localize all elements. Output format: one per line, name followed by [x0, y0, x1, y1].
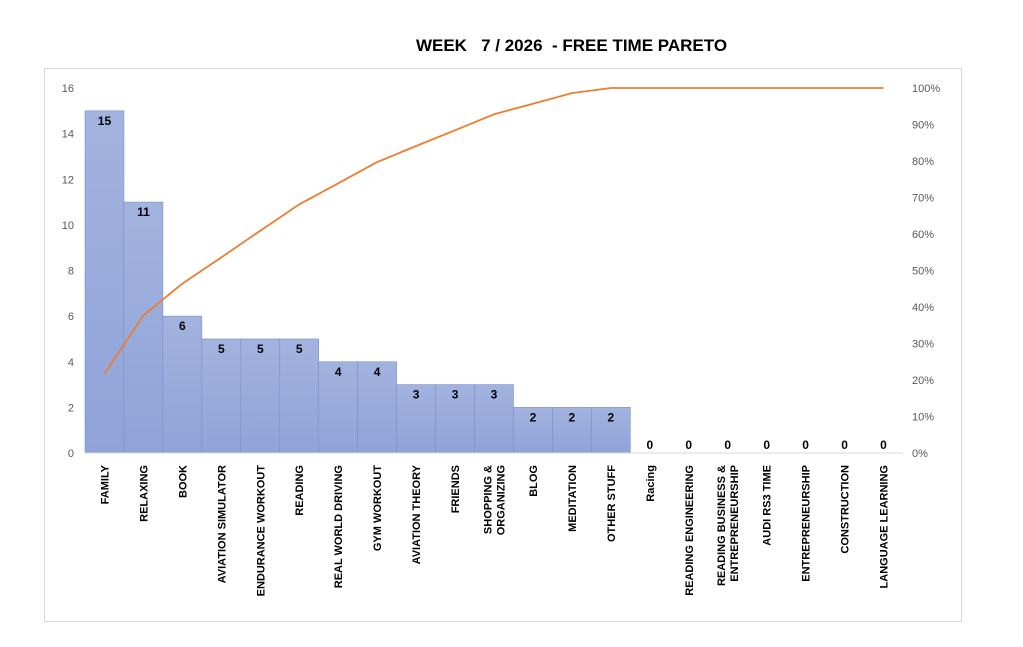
y2-tick-label: 60%	[912, 229, 934, 241]
chart-title: WEEK 7 / 2026 - FREE TIME PARETO	[415, 36, 728, 55]
data-label: 3	[491, 388, 498, 402]
data-label: 4	[374, 365, 381, 379]
bar	[240, 338, 281, 454]
bar	[591, 407, 631, 454]
y-tick-label: 14	[62, 129, 74, 141]
category-label: READING ENGINEERING	[684, 465, 696, 596]
data-label: 0	[802, 438, 809, 452]
y2-tick-label: 0%	[912, 448, 928, 460]
data-label: 5	[218, 342, 225, 356]
data-label: 15	[98, 114, 112, 128]
y-tick-label: 2	[68, 402, 74, 414]
category-label: ENDURANCE WORKOUT	[255, 465, 267, 597]
category-label: LANGUAGE LEARNING	[879, 465, 891, 588]
category-label: CONSTRUCTION	[840, 465, 852, 554]
y2-tick-label: 30%	[912, 339, 934, 351]
y2-tick-label: 100%	[912, 83, 940, 95]
bar	[357, 361, 397, 454]
y2-tick-label: 40%	[912, 302, 934, 314]
y2-tick-label: 80%	[912, 156, 934, 168]
y2-tick-label: 50%	[912, 266, 934, 278]
y2-tick-label: 20%	[912, 375, 934, 387]
y-tick-label: 8	[68, 266, 74, 278]
data-label: 0	[763, 438, 770, 452]
y-tick-label: 0	[68, 448, 74, 460]
y2-tick-label: 90%	[912, 120, 934, 132]
bar	[474, 384, 514, 454]
category-label: ENTREPRENEURSHIP	[801, 465, 813, 582]
bar	[162, 315, 203, 454]
category-label: FAMILY	[99, 464, 111, 504]
data-label: 3	[452, 388, 459, 402]
y-axis-secondary: 0% 10% 20% 30% 40% 50% 60% 70% 80% 90% 100%	[912, 83, 940, 460]
category-label: BLOG	[528, 465, 540, 497]
y2-tick-label: 10%	[912, 412, 934, 424]
chart-frame	[44, 68, 962, 622]
category-label: MEDITATION	[567, 465, 579, 532]
bar	[201, 338, 242, 454]
bar	[279, 338, 320, 454]
bar	[123, 201, 164, 454]
category-label: AVIATION THEORY	[411, 464, 423, 564]
category-label: BOOK	[177, 465, 189, 498]
category-label: ORGANIZING	[496, 465, 508, 535]
data-label: 2	[608, 410, 615, 424]
category-label: SHOPPING &	[483, 465, 495, 534]
y-tick-label: 16	[62, 83, 74, 95]
category-label: READING BUSINESS &	[716, 465, 728, 586]
data-labels: 15 11 6 5 5 5 4 4 3 3 3 2 2 2 0 0 0 0 0 0 0	[98, 114, 887, 452]
category-label: ENTREPRENEURSHIP	[729, 465, 741, 582]
y-tick-label: 10	[62, 220, 74, 232]
data-label: 5	[296, 342, 303, 356]
data-label: 0	[646, 438, 653, 452]
bar-series	[84, 110, 631, 454]
bar	[84, 110, 125, 454]
data-label: 5	[257, 342, 264, 356]
cumulative-line-series	[103, 87, 884, 375]
data-label: 3	[413, 388, 420, 402]
y-tick-label: 4	[68, 357, 74, 369]
bar	[318, 361, 358, 454]
data-label: 0	[685, 438, 692, 452]
category-label: Racing	[645, 465, 657, 502]
data-label: 0	[724, 438, 731, 452]
category-label: FRIENDS	[450, 465, 462, 513]
category-label: REAL WORLD DRIVING	[333, 465, 345, 588]
data-label: 2	[569, 410, 576, 424]
data-label: 0	[841, 438, 848, 452]
data-label: 6	[179, 319, 186, 333]
y2-tick-label: 70%	[912, 193, 934, 205]
y-axis-primary: 0 2 4 6 8 10 12 14 16	[62, 83, 903, 460]
cumulative-percent-line	[103, 87, 884, 375]
data-label: 0	[880, 438, 887, 452]
category-label: READING	[294, 465, 306, 516]
data-label: 11	[137, 205, 150, 219]
y-tick-label: 12	[62, 174, 74, 186]
category-label: AVIATION SIMULATOR	[216, 465, 228, 583]
bar	[435, 384, 475, 454]
data-label: 2	[530, 410, 537, 424]
category-label: GYM WORKOUT	[372, 465, 384, 551]
data-label: 4	[335, 365, 342, 379]
category-label: AUDI RS3 TIME	[762, 465, 774, 546]
category-label: OTHER STUFF	[606, 465, 618, 542]
y-tick-label: 6	[68, 311, 74, 323]
category-label: RELAXING	[138, 465, 150, 522]
x-axis: FAMILY RELAXING BOOK AVIATION SIMULATOR ENDU…	[99, 464, 890, 596]
